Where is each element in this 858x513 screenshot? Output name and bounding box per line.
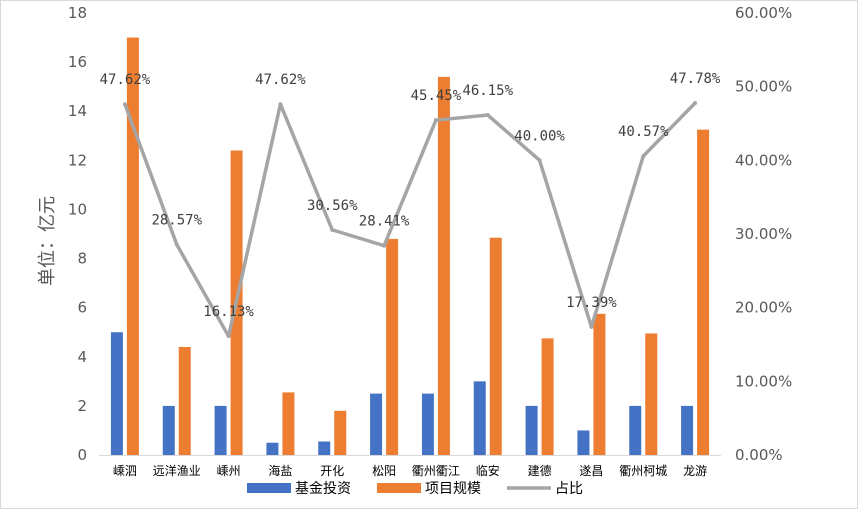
bar-0 [421, 393, 434, 455]
legend-swatch [377, 483, 421, 493]
data-label: 17.39% [566, 295, 617, 311]
bar-1 [334, 410, 347, 455]
data-label: 30.56% [307, 198, 358, 214]
bar-1 [178, 346, 191, 455]
x-tick-label: 建德 [528, 463, 552, 478]
bar-0 [681, 405, 694, 455]
y2-tick-label: 10.00% [735, 372, 792, 390]
ratio-point [589, 324, 594, 329]
ratio-point [485, 113, 490, 118]
x-tick-label: 松阳 [372, 464, 396, 478]
y-axis-title: 单位：亿元 [37, 196, 58, 286]
ratio-point [122, 102, 127, 107]
data-label: 28.57% [151, 213, 202, 229]
y2-tick-label: 30.00% [735, 225, 792, 243]
bar-0 [525, 405, 538, 455]
y-tick-label: 0 [77, 446, 87, 464]
data-label: 47.78% [670, 71, 721, 87]
y2-tick-label: 0.00% [735, 446, 783, 464]
y2-tick-label: 20.00% [735, 299, 792, 317]
y-tick-label: 16 [68, 53, 87, 71]
legend-swatch [247, 483, 291, 493]
x-tick-label: 遂昌 [579, 464, 603, 478]
bar-1 [126, 37, 139, 456]
bar-0 [214, 405, 227, 455]
bar-1 [645, 333, 658, 455]
x-tick-label: 远洋渔业 [153, 463, 201, 478]
bar-1 [282, 392, 295, 455]
y-tick-label: 6 [77, 299, 87, 317]
legend-label: 占比 [555, 481, 583, 497]
ratio-point [693, 101, 698, 106]
ratio-line [123, 101, 697, 338]
data-label: 46.15% [462, 83, 513, 99]
ratio-point [226, 334, 231, 339]
legend-label: 项目规模 [425, 481, 481, 497]
bar-1 [489, 237, 502, 455]
y-tick-label: 4 [77, 348, 87, 366]
x-tick-label: 衢州衢江 [412, 464, 460, 478]
y-tick-label: 8 [77, 250, 87, 268]
bar-0 [110, 332, 123, 455]
y2-tick-label: 40.00% [735, 151, 792, 169]
x-tick-label: 临安 [476, 463, 500, 478]
data-label: 47.62% [255, 72, 306, 88]
x-tick-label: 龙游 [683, 464, 707, 478]
bar-1 [541, 338, 554, 455]
x-tick-label: 嵊泗 [113, 464, 137, 478]
data-label: 16.13% [203, 304, 254, 320]
data-label: 40.57% [618, 124, 669, 140]
ratio-point [537, 158, 542, 163]
bar-1 [593, 313, 606, 455]
ratio-point [641, 154, 646, 159]
y-tick-label: 2 [77, 397, 87, 415]
ratio-point [382, 243, 387, 248]
ratio-point [330, 227, 335, 232]
x-tick-label: 开化 [320, 464, 344, 478]
data-label: 45.45% [411, 88, 462, 104]
bar-0 [629, 405, 642, 455]
data-label: 28.41% [359, 214, 410, 230]
legend-label: 基金投资 [295, 480, 351, 497]
bar-0 [577, 430, 590, 455]
bar-1 [386, 238, 399, 455]
bar-0 [318, 441, 331, 455]
x-tick-label: 衢州柯城 [619, 464, 667, 478]
y-tick-label: 10 [68, 200, 87, 218]
y-tick-label: 14 [68, 102, 87, 120]
bar-0 [370, 393, 383, 455]
ratio-point [174, 242, 179, 247]
y-tick-label: 12 [68, 151, 87, 169]
y-tick-label: 18 [68, 4, 87, 22]
x-tick-label: 嵊州 [217, 464, 241, 478]
bar-0 [266, 442, 279, 455]
bar-1 [697, 129, 710, 455]
ratio-point [433, 118, 438, 123]
bar-1 [437, 76, 450, 455]
bar-0 [162, 405, 175, 455]
ratio-point [278, 102, 283, 107]
y2-tick-label: 50.00% [735, 78, 792, 96]
x-tick-label: 海盐 [268, 463, 292, 478]
bar-0 [473, 381, 486, 455]
data-label: 40.00% [514, 128, 565, 144]
data-label: 47.62% [100, 72, 151, 88]
y2-tick-label: 60.00% [735, 4, 792, 22]
